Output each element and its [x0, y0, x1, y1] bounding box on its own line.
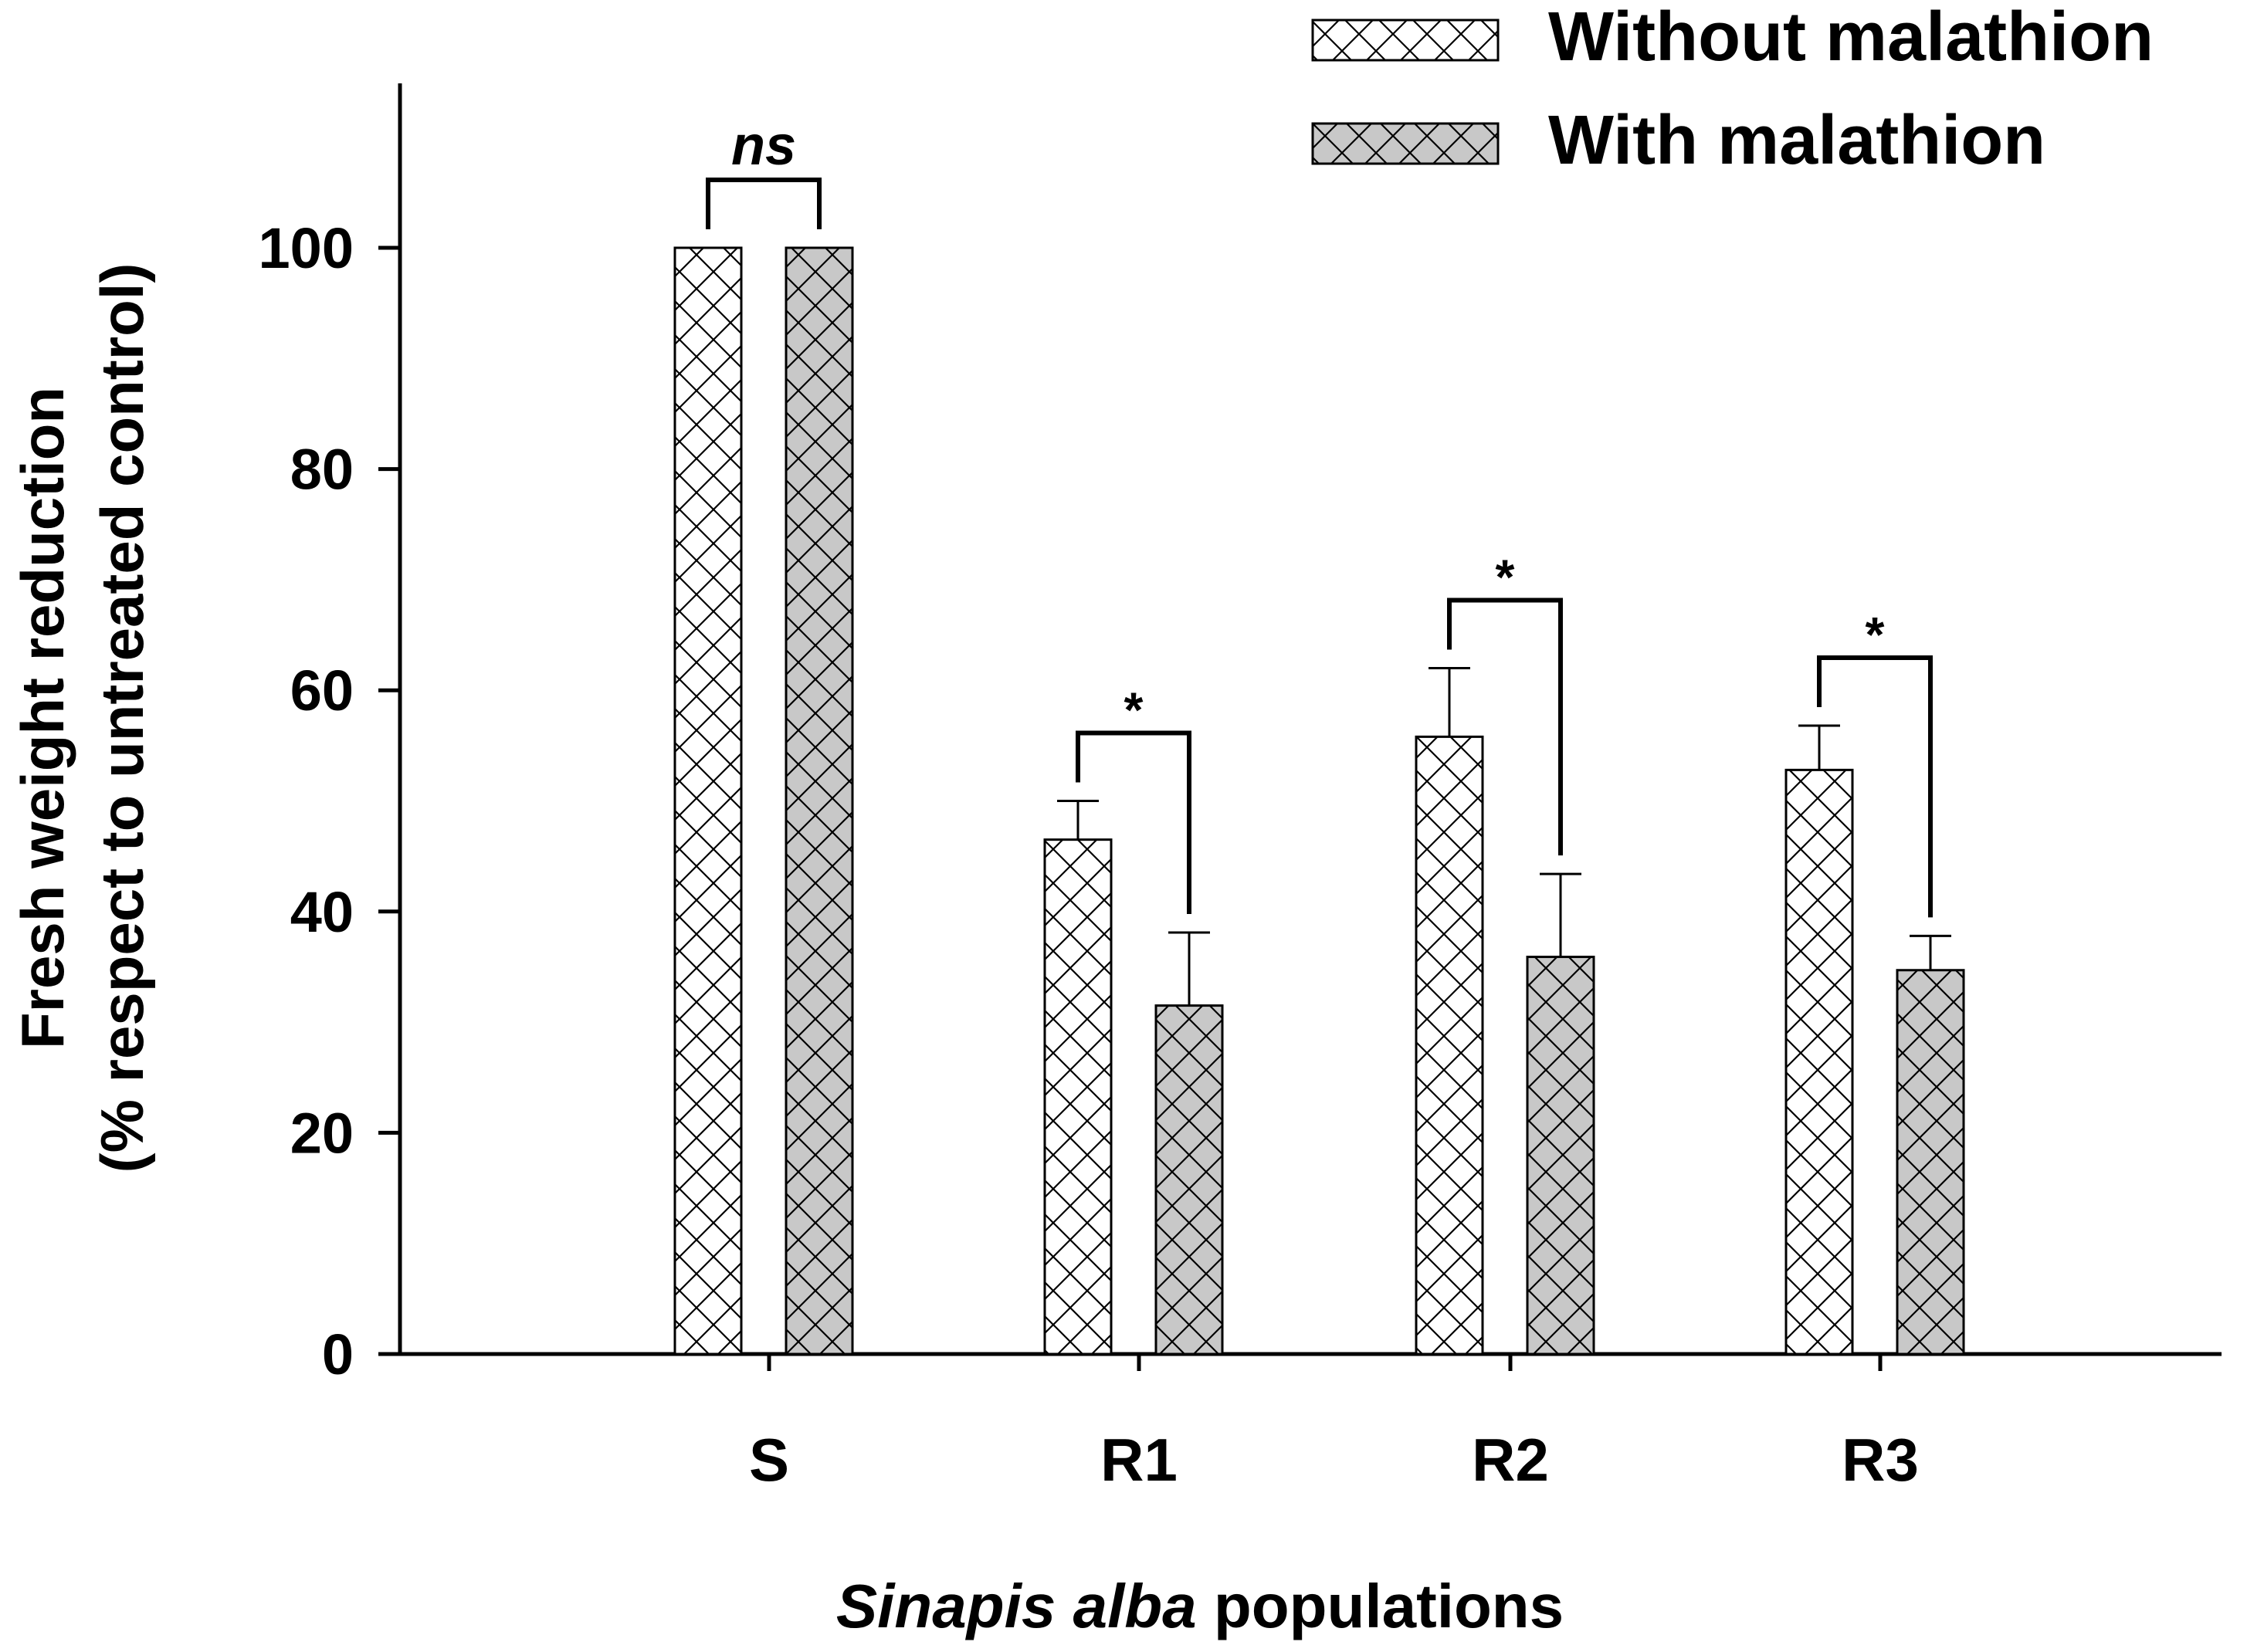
bar	[1784, 768, 1854, 1356]
y-axis-title-line1: Fresh weight reduction	[8, 387, 76, 1049]
significance-bracket	[706, 178, 822, 229]
legend-swatch-with	[1311, 122, 1500, 165]
legend: Without malathion With malathion	[1311, 0, 2154, 179]
y-tick-label: 100	[259, 216, 354, 280]
x-ticks: S R1 R2 R3	[749, 1354, 1919, 1494]
bar	[785, 246, 854, 1356]
bar	[1415, 735, 1484, 1356]
significance-bracket	[1817, 655, 1933, 918]
bar	[1896, 969, 1965, 1356]
bars	[673, 246, 1965, 1356]
x-axis-title-rest: populations	[1197, 1572, 1564, 1640]
significance-label: *	[1124, 682, 1144, 738]
x-axis-title: Sinapis alba populations	[836, 1572, 1564, 1640]
y-tick-label: 0	[322, 1322, 354, 1386]
legend-swatch-without	[1311, 19, 1500, 62]
y-tick-label: 60	[290, 658, 354, 723]
x-tick-label: S	[749, 1426, 789, 1494]
y-tick-label: 40	[290, 880, 354, 944]
bar	[1154, 1004, 1224, 1356]
x-tick-label: R1	[1100, 1426, 1178, 1494]
significance-bracket	[1076, 730, 1191, 915]
legend-label-with: With malathion	[1548, 102, 2045, 179]
significance-label: *	[1496, 550, 1515, 605]
y-axis-title-line2: (% respect to untreated control)	[88, 263, 156, 1173]
y-tick-label: 80	[290, 438, 354, 502]
y-tick-label: 20	[290, 1101, 354, 1165]
x-tick-label: R2	[1472, 1426, 1549, 1494]
significance-bracket	[1447, 597, 1563, 856]
legend-label-without: Without malathion	[1548, 0, 2154, 76]
significance-label: ns	[731, 115, 796, 177]
significance-brackets: ns * * *	[706, 115, 1933, 918]
bar	[673, 246, 743, 1356]
bar	[1043, 838, 1113, 1356]
x-tick-label: R3	[1842, 1426, 1919, 1494]
significance-label: *	[1866, 607, 1885, 662]
y-ticks: 0 20 40 60 80 100	[259, 216, 400, 1386]
x-axis-title-italic: Sinapis alba	[836, 1572, 1197, 1640]
bar	[1526, 956, 1595, 1356]
